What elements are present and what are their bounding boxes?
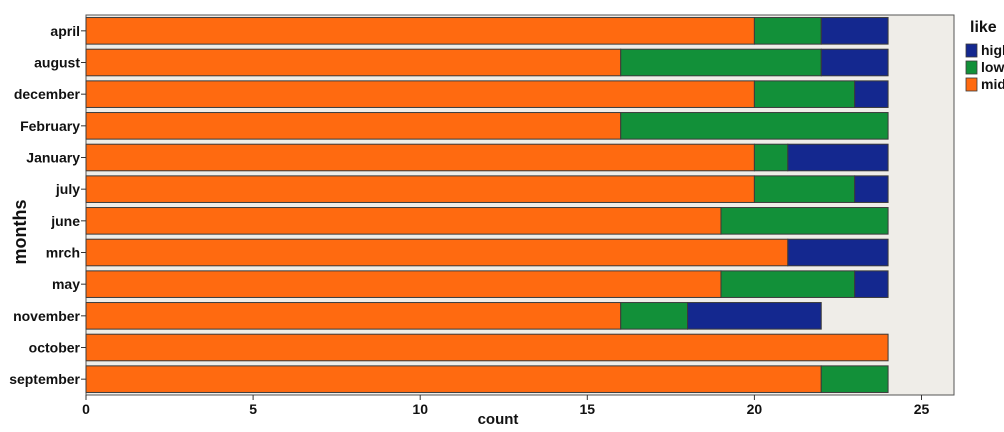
bar-segment-mid-july bbox=[85, 175, 755, 203]
legend: like highlowmid bbox=[965, 19, 1004, 92]
legend-title: like bbox=[970, 19, 997, 36]
bar-segment-mid-september bbox=[85, 365, 822, 393]
legend-label-mid: mid bbox=[981, 76, 1004, 92]
legend-swatch-mid bbox=[965, 77, 978, 92]
bar-segment-mid-december bbox=[85, 80, 755, 108]
legend-label-high: high bbox=[981, 42, 1004, 58]
bar-segment-mid-june bbox=[85, 207, 722, 235]
y-tick-label: july bbox=[55, 181, 80, 197]
y-tick-label: september bbox=[9, 371, 80, 387]
y-axis: april august december February January july ju… bbox=[9, 23, 86, 387]
bar-segment-mid-may bbox=[85, 270, 722, 298]
x-tick-label: 0 bbox=[82, 401, 90, 417]
bar-segment-low-august bbox=[620, 48, 822, 77]
plot-panel bbox=[85, 14, 955, 396]
y-tick-label: october bbox=[29, 340, 81, 356]
bar-segment-mid-January bbox=[85, 143, 755, 172]
bar-segment-low-september bbox=[820, 365, 889, 393]
x-tick-label: 20 bbox=[747, 401, 763, 417]
bar-segment-low-January bbox=[753, 143, 789, 172]
bar-segment-low-april bbox=[753, 17, 822, 45]
y-tick-label: november bbox=[13, 308, 80, 324]
y-tick-label: december bbox=[14, 86, 81, 102]
y-tick-label: mrch bbox=[46, 245, 80, 261]
bar-segment-high-december bbox=[854, 80, 889, 108]
bar-segment-mid-February bbox=[85, 112, 622, 140]
bar-segment-high-January bbox=[787, 143, 889, 172]
bar-segment-high-july bbox=[854, 175, 889, 203]
y-tick-label: august bbox=[34, 55, 80, 71]
y-tick-label: January bbox=[26, 150, 80, 166]
x-axis-title: count bbox=[478, 411, 519, 427]
bar-segment-low-december bbox=[753, 80, 856, 108]
y-tick-label: February bbox=[20, 118, 80, 134]
bar-segment-mid-november bbox=[85, 302, 622, 330]
legend-swatch-low bbox=[965, 60, 978, 75]
bar-segment-low-june bbox=[720, 207, 889, 235]
bar-segment-low-February bbox=[620, 112, 889, 140]
x-tick-label: 5 bbox=[249, 401, 257, 417]
bar-segment-mid-october bbox=[85, 333, 889, 362]
bar-segment-high-august bbox=[820, 48, 889, 77]
bar-segment-high-november bbox=[687, 302, 822, 330]
x-tick-label: 10 bbox=[412, 401, 428, 417]
y-axis-title: months bbox=[10, 200, 30, 265]
y-tick-label: may bbox=[52, 276, 80, 292]
legend-label-low: low bbox=[981, 59, 1004, 75]
y-tick-label: april bbox=[50, 23, 80, 39]
x-tick-label: 15 bbox=[580, 401, 596, 417]
legend-swatch-high bbox=[965, 43, 978, 58]
bars-layer bbox=[85, 17, 889, 393]
y-tick-label: june bbox=[50, 213, 80, 229]
x-tick-label: 25 bbox=[914, 401, 930, 417]
bar-segment-high-april bbox=[820, 17, 889, 45]
bar-segment-mid-april bbox=[85, 17, 755, 45]
x-axis: 0 5 10 15 20 25 bbox=[82, 395, 929, 417]
bar-segment-low-may bbox=[720, 270, 856, 298]
bar-segment-low-november bbox=[620, 302, 689, 330]
bar-segment-low-july bbox=[753, 175, 856, 203]
bar-segment-high-mrch bbox=[787, 238, 889, 267]
bar-segment-mid-august bbox=[85, 48, 622, 77]
bar-segment-mid-mrch bbox=[85, 238, 789, 267]
bar-segment-high-may bbox=[854, 270, 889, 298]
